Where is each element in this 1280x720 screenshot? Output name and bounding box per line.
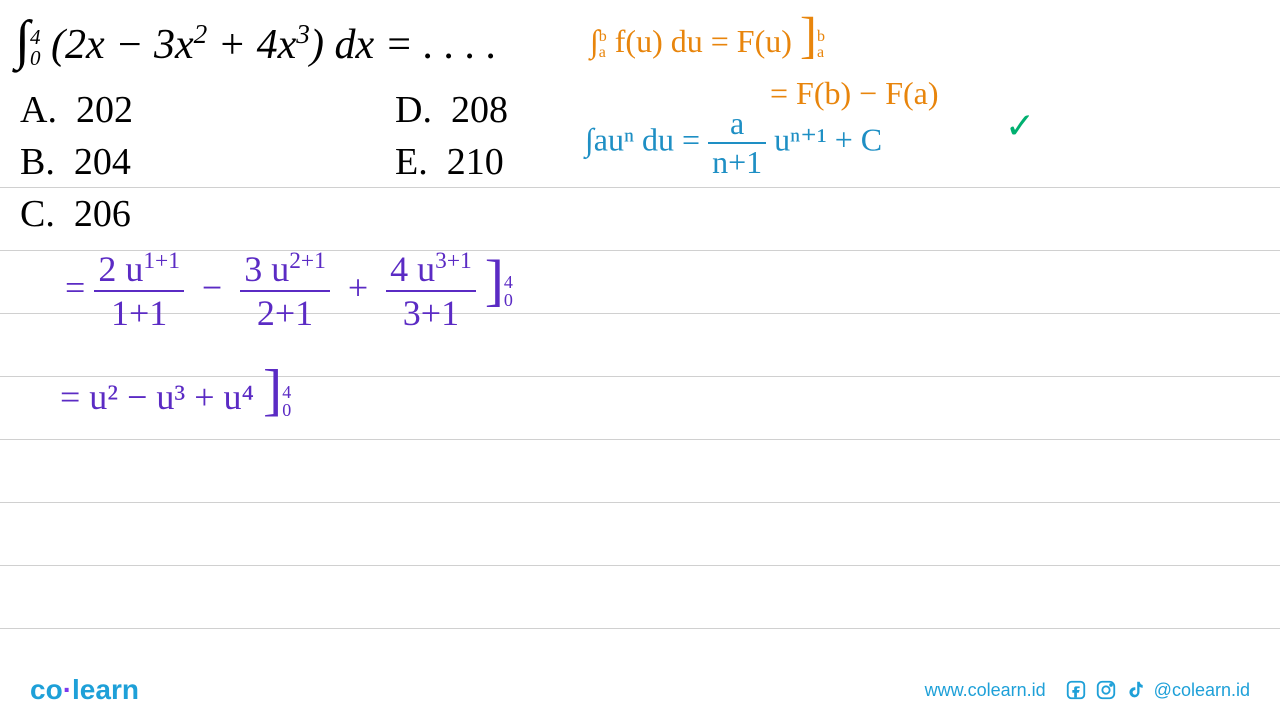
problem-statement: ∫40 (2x − 3x2 + 4x3) dx = . . . . <box>15 8 497 71</box>
instagram-icon <box>1094 678 1118 702</box>
brand-logo: co·learn <box>30 674 139 706</box>
checkmark-icon: ✓ <box>1005 105 1035 147</box>
footer: co·learn www.colearn.id @colearn.id <box>0 660 1280 720</box>
social-links: @colearn.id <box>1064 678 1250 702</box>
tiktok-icon <box>1124 678 1148 702</box>
facebook-icon <box>1064 678 1088 702</box>
option-a: A. 202 <box>20 88 133 132</box>
work-line-2: = u² − u³ + u⁴ ]40 <box>60 358 291 423</box>
website-url: www.colearn.id <box>925 680 1046 701</box>
option-c: C. 206 <box>20 192 131 236</box>
social-handle: @colearn.id <box>1154 680 1250 701</box>
note-power-rule: ∫auⁿ du = an+1 uⁿ⁺¹ + C <box>585 105 882 181</box>
option-b: B. 204 <box>20 140 131 184</box>
option-e: E. 210 <box>395 140 504 184</box>
work-line-1: = 2 u1+1 1+1 − 3 u2+1 2+1 + 4 u3+1 3+1 ]… <box>65 248 513 334</box>
note-formula-1: ∫ba f(u) du = F(u) ]ba <box>590 6 825 65</box>
option-d: D. 208 <box>395 88 508 132</box>
